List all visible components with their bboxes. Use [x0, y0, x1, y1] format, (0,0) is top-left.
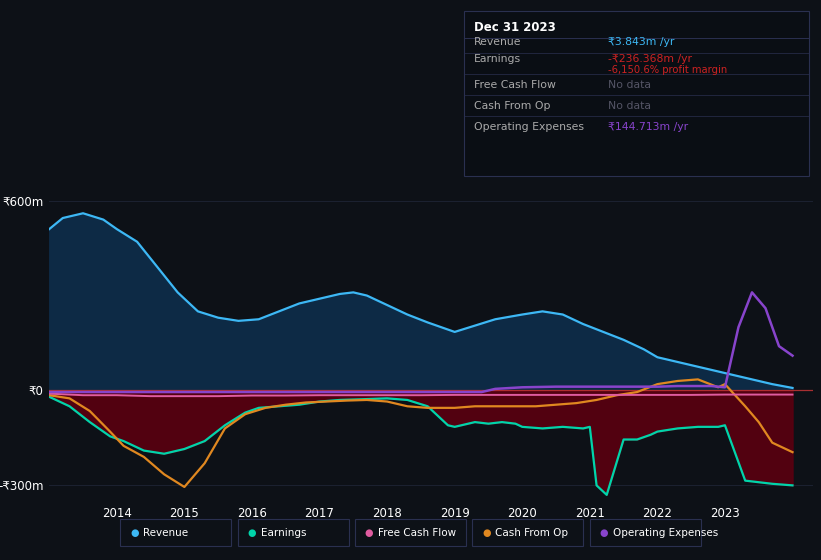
Text: Earnings: Earnings	[474, 54, 521, 64]
Text: Revenue: Revenue	[143, 528, 188, 538]
Text: Dec 31 2023: Dec 31 2023	[474, 21, 556, 34]
Text: No data: No data	[608, 101, 650, 111]
Text: Revenue: Revenue	[474, 37, 521, 47]
Text: Cash From Op: Cash From Op	[474, 101, 550, 111]
Text: ●: ●	[365, 528, 374, 538]
Text: Operating Expenses: Operating Expenses	[474, 122, 584, 132]
Text: Free Cash Flow: Free Cash Flow	[378, 528, 456, 538]
Text: ●: ●	[248, 528, 256, 538]
Text: ●: ●	[483, 528, 491, 538]
Text: Operating Expenses: Operating Expenses	[612, 528, 718, 538]
Text: -₹236.368m /yr: -₹236.368m /yr	[608, 54, 691, 64]
Text: Earnings: Earnings	[261, 528, 306, 538]
Text: -6,150.6% profit margin: -6,150.6% profit margin	[608, 65, 727, 75]
Text: ₹144.713m /yr: ₹144.713m /yr	[608, 122, 688, 132]
Text: Cash From Op: Cash From Op	[496, 528, 568, 538]
Text: ₹3.843m /yr: ₹3.843m /yr	[608, 37, 674, 47]
Text: ●: ●	[600, 528, 608, 538]
Text: Free Cash Flow: Free Cash Flow	[474, 80, 556, 90]
Text: No data: No data	[608, 80, 650, 90]
Text: ●: ●	[130, 528, 139, 538]
